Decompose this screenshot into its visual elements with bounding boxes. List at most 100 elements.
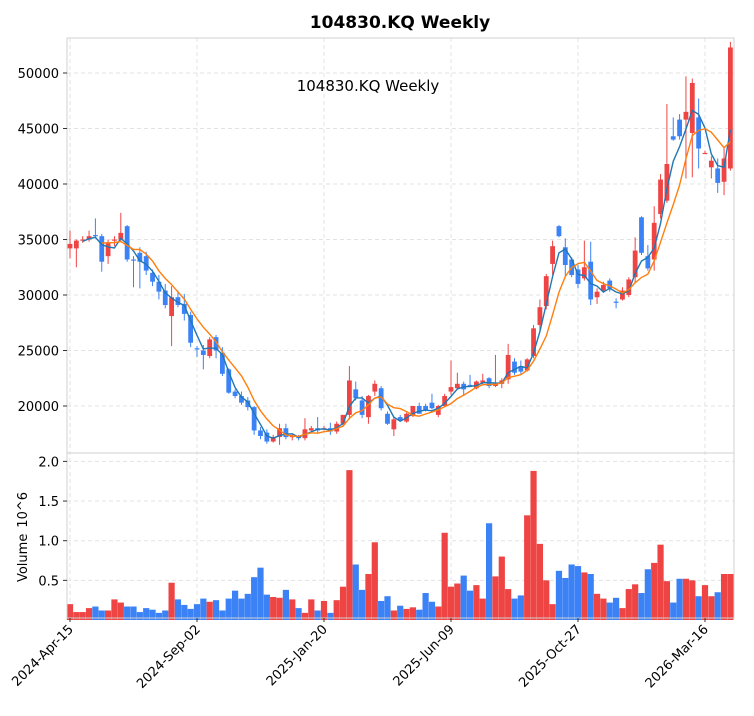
candle-body <box>124 226 130 260</box>
volume-bar <box>85 608 93 620</box>
candle-body <box>626 279 632 295</box>
volume-bar <box>295 608 302 620</box>
volume-bar <box>720 574 728 620</box>
volume-tick-label: 1.5 <box>38 495 59 510</box>
price-tick-label: 40000 <box>18 178 59 193</box>
candle-body <box>556 226 562 237</box>
volume-bar <box>625 589 632 620</box>
candle-body <box>454 383 460 389</box>
volume-bar <box>378 600 385 620</box>
volume-bar <box>149 609 156 620</box>
volume-bar <box>314 610 321 620</box>
candle-body <box>194 348 200 350</box>
volume-bar <box>606 602 613 620</box>
candle-body <box>512 361 517 373</box>
candle-body <box>131 259 136 261</box>
candle-body <box>258 430 263 436</box>
candle-body <box>448 387 454 392</box>
price-tick-label: 45000 <box>18 122 59 137</box>
candle-body <box>137 252 143 262</box>
volume-bar <box>454 583 461 620</box>
candle-body <box>391 419 397 430</box>
candle-body <box>277 428 282 438</box>
volume-bar <box>587 574 594 620</box>
volume-bar <box>708 596 715 620</box>
volume-bar <box>346 470 353 620</box>
volume-bar <box>670 602 677 620</box>
candle-body <box>93 235 98 237</box>
candle-body <box>645 256 651 269</box>
volume-bar <box>466 590 474 620</box>
volume-bar <box>365 574 372 620</box>
volume-bar <box>416 609 423 620</box>
candle-body <box>162 290 168 305</box>
candle-body <box>251 407 257 431</box>
candle-body <box>245 400 251 408</box>
candle-body <box>105 242 111 257</box>
candle-body <box>397 417 403 421</box>
volume-bar <box>549 604 556 620</box>
volume-bar <box>371 542 378 620</box>
volume-bar <box>289 599 296 620</box>
volume-bar <box>130 606 137 620</box>
volume-bar <box>562 577 569 620</box>
price-tick-label: 20000 <box>18 400 59 415</box>
volume-tick-label: 0.5 <box>38 574 59 589</box>
volume-bar <box>511 598 518 620</box>
volume-bar <box>219 610 226 620</box>
candle-body <box>518 366 524 372</box>
candle-body <box>385 413 390 424</box>
inner-title: 104830.KQ Weekly <box>297 77 440 95</box>
volume-bar <box>638 593 645 620</box>
volume-bar <box>257 567 264 620</box>
candle-body <box>283 428 289 438</box>
volume-bar <box>79 612 86 620</box>
candle-body <box>143 256 149 271</box>
volume-bar <box>136 612 143 620</box>
price-tick-label: 50000 <box>18 67 59 82</box>
candle-body <box>613 301 619 303</box>
volume-bar <box>193 604 201 620</box>
volume-bar <box>428 601 436 620</box>
volume-bar <box>593 593 601 620</box>
volume-bars <box>66 470 734 620</box>
candle-body <box>721 158 727 182</box>
volume-bar <box>333 600 340 620</box>
volume-bar <box>327 612 334 620</box>
volume-bar <box>206 601 213 620</box>
candle-body <box>715 168 721 183</box>
volume-bar <box>397 605 404 620</box>
candle-body <box>188 314 194 343</box>
candle-body <box>99 236 105 262</box>
volume-bar <box>320 600 328 620</box>
candle-body <box>340 414 346 424</box>
candle-body <box>664 164 670 201</box>
candle-body <box>423 406 428 411</box>
candle-body <box>562 247 568 266</box>
volume-bar <box>613 597 620 620</box>
price-tick-label: 35000 <box>18 233 59 248</box>
candle-body <box>708 160 714 168</box>
volume-bar <box>339 586 347 620</box>
volume-bar <box>238 598 245 620</box>
volume-bar <box>581 572 588 620</box>
candle-body <box>550 246 555 264</box>
candle-body <box>169 297 174 317</box>
volume-bar <box>524 515 531 620</box>
volume-bar <box>543 580 550 620</box>
candle-body <box>639 217 644 253</box>
candle-body <box>416 406 422 414</box>
volume-bar <box>162 610 169 620</box>
candle-body <box>264 432 270 442</box>
volume-bar <box>492 576 499 620</box>
candle-body <box>112 239 117 241</box>
volume-bar <box>657 544 664 620</box>
x-tick-label: 2025-Jan-20 <box>264 622 331 689</box>
volume-tick-label: 1.0 <box>38 535 59 550</box>
candle-body <box>670 136 676 140</box>
candle-body <box>86 236 92 240</box>
candle-body <box>175 297 181 305</box>
volume-bar <box>168 582 175 620</box>
volume-bar <box>486 523 493 620</box>
candle-body <box>588 261 594 300</box>
